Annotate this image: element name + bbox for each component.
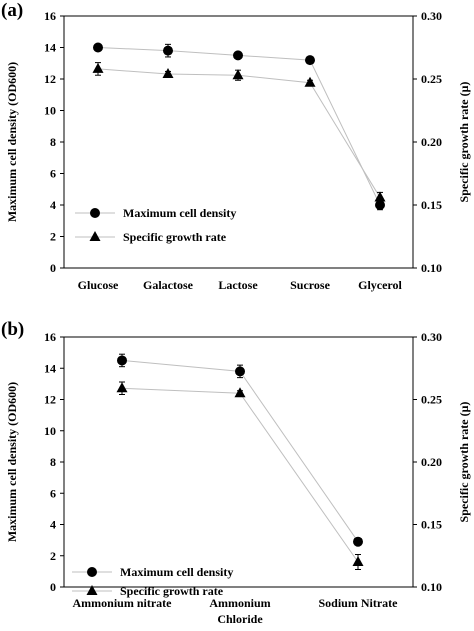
data-point-triangle <box>92 62 104 73</box>
x-category-label: Ammonium <box>209 596 270 610</box>
chart-svg: 0 2 4 6 8 10 12 14 16 0.10 0.15 0.20 0.25 0.30 Maximum… <box>5 9 471 292</box>
y-tick-label: 14 <box>44 41 56 55</box>
data-point-circle <box>353 536 363 547</box>
data-point-triangle <box>352 556 364 566</box>
y-tick-label: 8 <box>50 135 56 149</box>
panel-label: (a) <box>1 0 24 21</box>
y-tick-label: 6 <box>50 486 56 500</box>
x-category-label: Lactose <box>218 278 258 292</box>
data-point-triangle <box>304 76 316 87</box>
y-tick-label: 6 <box>50 167 56 181</box>
x-category-label: Glucose <box>78 278 119 292</box>
x-category-label: Ammonium nitrate <box>73 596 173 610</box>
chart-panel-a: (a) 0 2 4 6 8 10 12 14 16 0.10 0.15 0.20 0.25 0.30 Max… <box>1 0 471 292</box>
y-tick-label: 4 <box>50 518 56 532</box>
y-axis-title: Maximum cell density (OD600) <box>5 62 19 222</box>
series-line <box>97 68 381 198</box>
data-point-circle <box>233 50 243 61</box>
y-tick-label: 8 <box>50 455 56 469</box>
y2-tick-label: 0.15 <box>421 518 442 532</box>
y-tick-label: 12 <box>44 72 56 86</box>
legend-label: Specific growth rate <box>123 230 227 244</box>
y2-tick-label: 0.25 <box>421 72 442 86</box>
y2-tick-label: 0.30 <box>421 9 442 23</box>
chart-panel-b: (b) 0 2 4 6 8 10 12 14 16 0.10 0.15 0.20 0.25 0.30 Max… <box>0 316 474 631</box>
legend-marker-triangle <box>86 585 98 595</box>
x-category-label: Glycerol <box>358 278 402 292</box>
data-point-circle <box>117 355 127 366</box>
y-tick-label: 0 <box>50 261 56 275</box>
y-tick-label: 16 <box>44 330 56 344</box>
data-point-triangle <box>116 382 128 393</box>
y-tick-label: 14 <box>44 361 56 375</box>
legend-marker-circle <box>87 567 97 577</box>
data-point-triangle <box>374 191 386 202</box>
data-point-triangle <box>162 67 174 78</box>
y2-tick-label: 0.20 <box>421 455 442 469</box>
y2-tick-label: 0.30 <box>421 330 442 344</box>
legend-label: Maximum cell density <box>120 565 233 579</box>
data-point-circle <box>163 45 173 56</box>
y-tick-label: 2 <box>50 230 56 244</box>
data-point-triangle <box>232 69 244 80</box>
data-point-triangle <box>234 387 246 398</box>
y-tick-label: 10 <box>44 424 56 438</box>
y-tick-label: 10 <box>44 104 56 118</box>
y2-tick-label: 0.20 <box>421 135 442 149</box>
y-tick-label: 16 <box>44 9 56 23</box>
y-tick-label: 12 <box>44 393 56 407</box>
x-category-label: Sodium Nitrate <box>319 596 399 610</box>
y-tick-label: 4 <box>50 198 56 212</box>
y-tick-label: 0 <box>50 580 56 594</box>
y2-tick-label: 0.15 <box>421 198 442 212</box>
legend-label: Maximum cell density <box>123 206 236 220</box>
y2-tick-label: 0.25 <box>421 393 442 407</box>
x-category-label: Chloride <box>217 612 263 626</box>
y2-axis-title: Specific growth rate (μ) <box>457 402 471 523</box>
data-point-circle <box>305 55 315 66</box>
y2-axis-title: Specific growth rate (μ) <box>457 82 471 203</box>
chart-svg: 0 2 4 6 8 10 12 14 16 0.10 0.15 0.20 0.25 0.30 Maximum… <box>5 330 471 626</box>
data-point-circle <box>235 366 245 377</box>
y2-tick-label: 0.10 <box>421 580 442 594</box>
y2-tick-label: 0.10 <box>421 261 442 275</box>
data-point-circle <box>93 42 103 53</box>
legend-label: Specific growth rate <box>120 584 224 598</box>
x-category-label: Sucrose <box>290 278 330 292</box>
legend-marker-triangle <box>89 231 101 241</box>
series-line <box>121 387 359 563</box>
legend-marker-circle <box>90 208 100 218</box>
y-tick-label: 2 <box>50 549 56 563</box>
x-category-label: Galactose <box>143 278 194 292</box>
y-axis-title: Maximum cell density (OD600) <box>5 382 19 542</box>
panel-label: (b) <box>1 319 25 340</box>
